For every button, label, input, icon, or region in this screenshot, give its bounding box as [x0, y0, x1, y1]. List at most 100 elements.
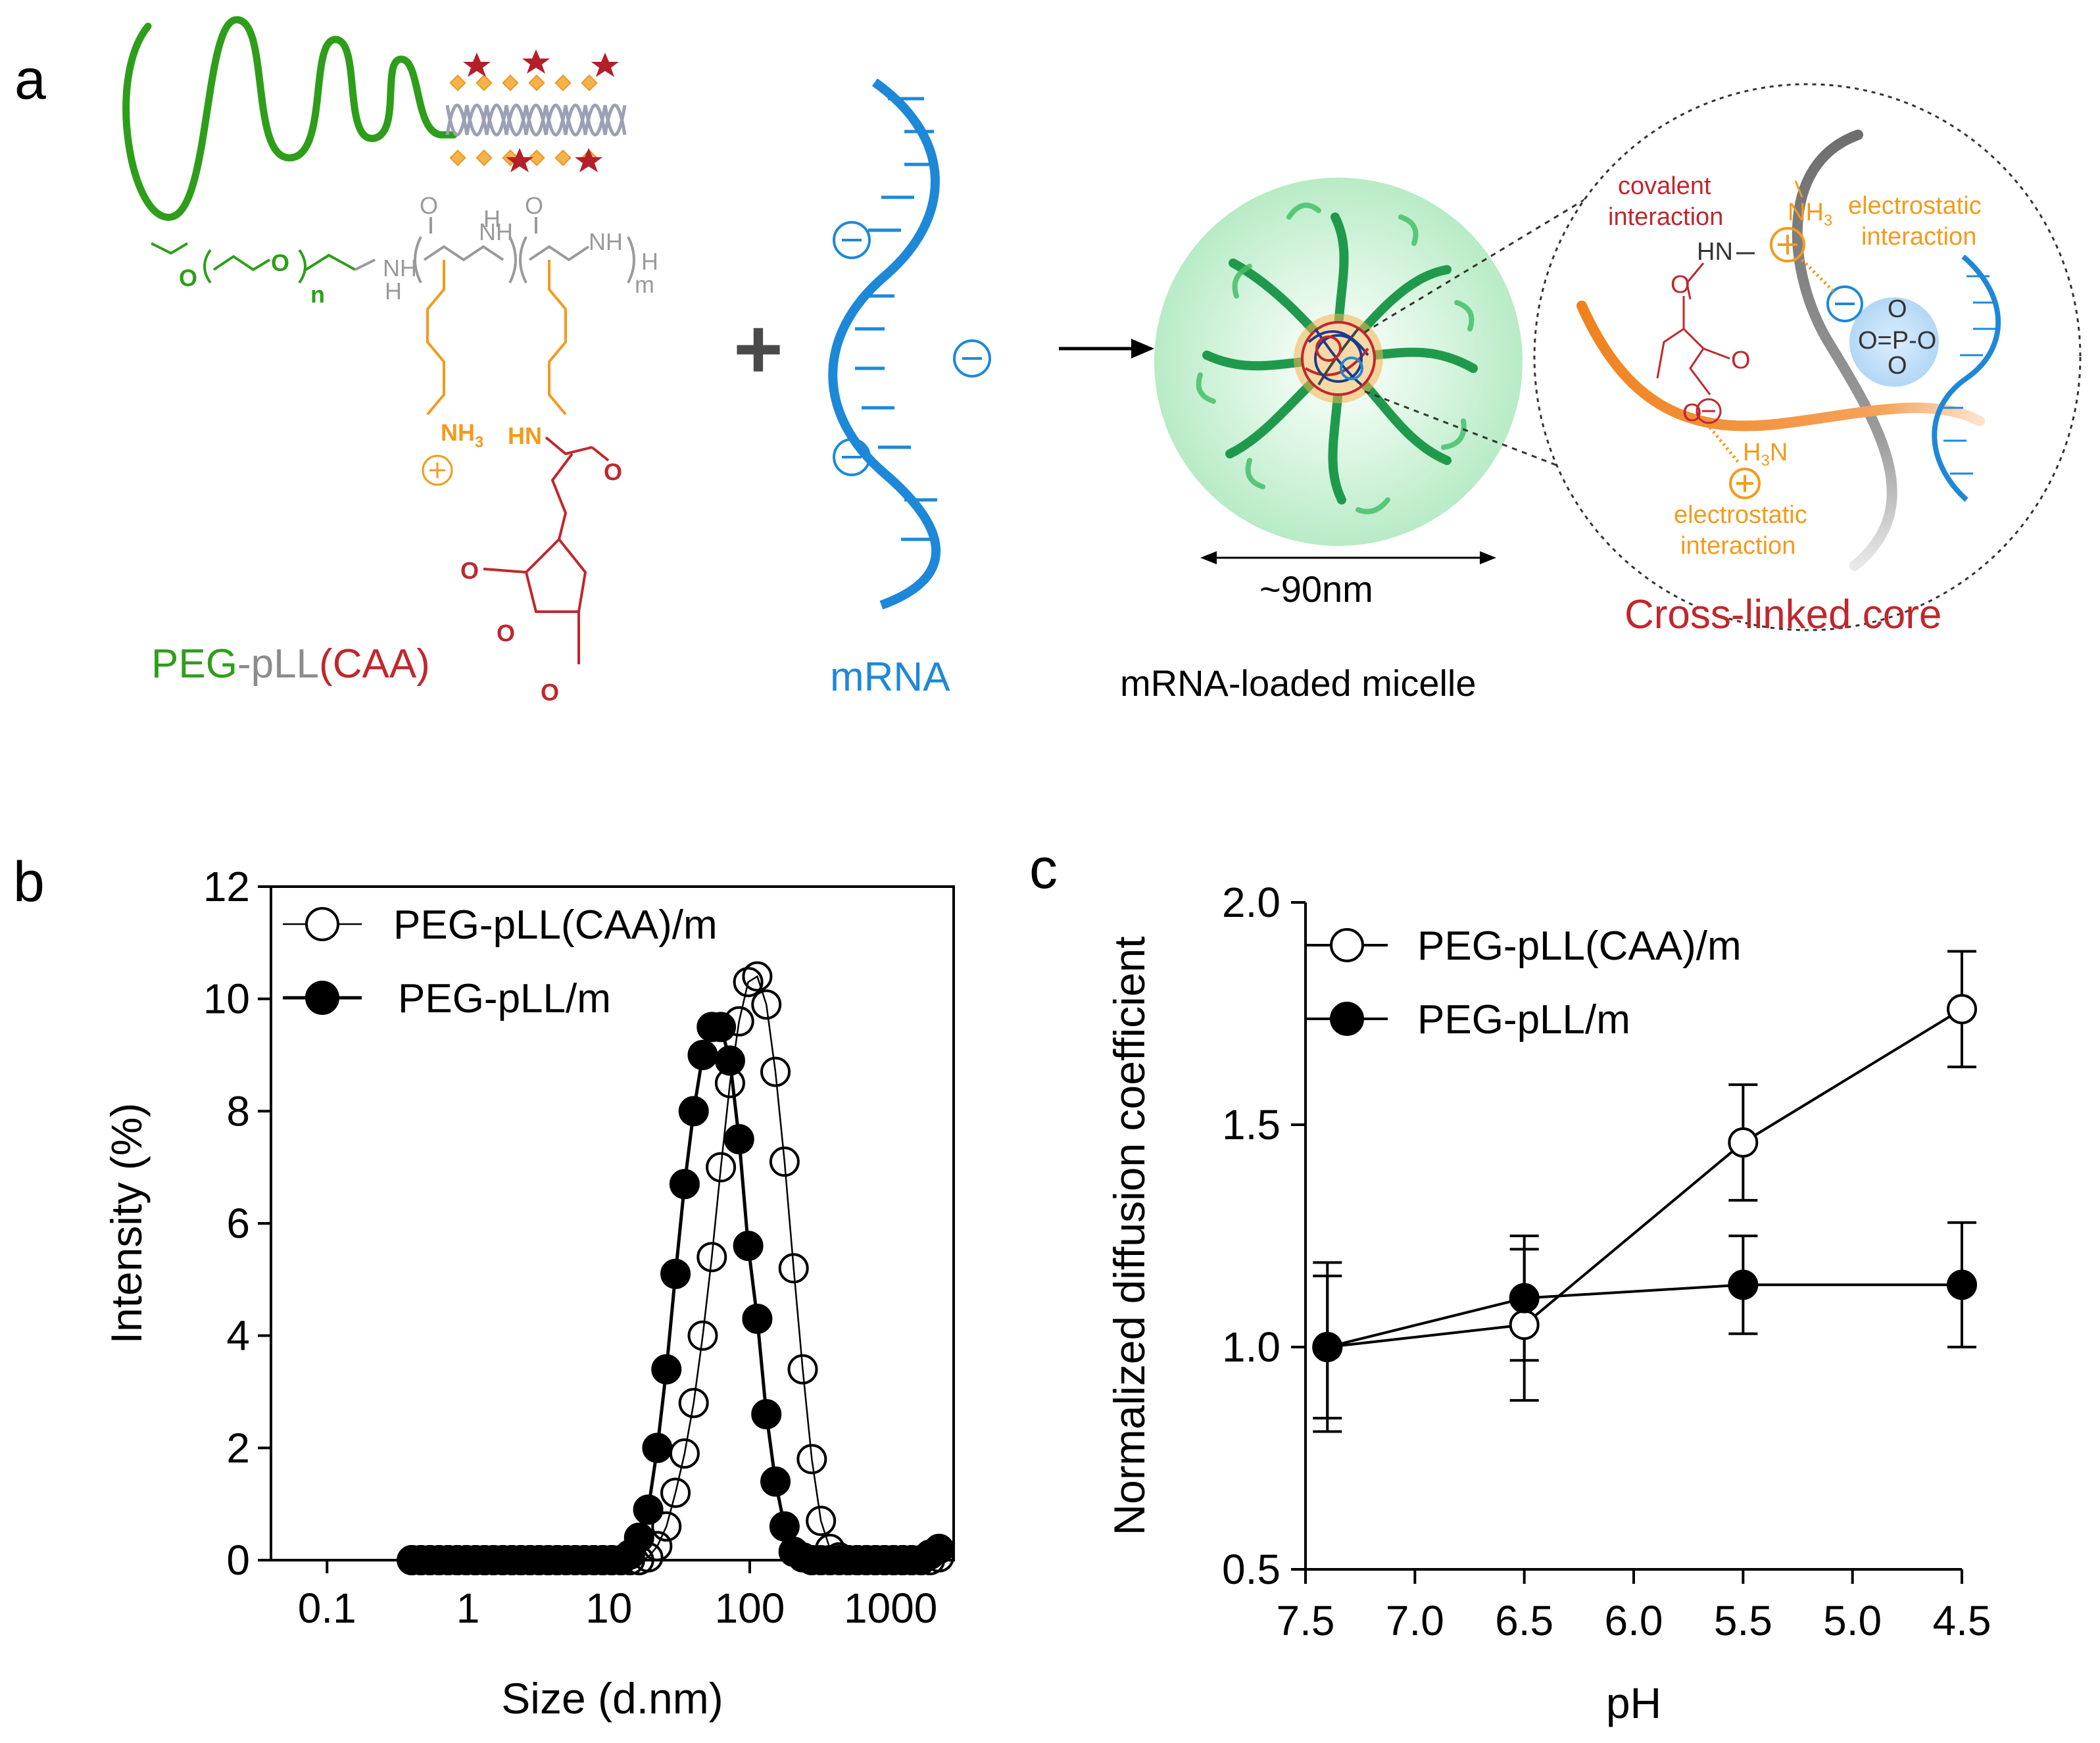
covalent-label-1: covalent	[1618, 172, 1711, 200]
chart-c-ytick-label: 1.5	[1222, 1101, 1281, 1148]
caa-carbonyl-o: O	[604, 458, 622, 485]
chart-b-point	[769, 1146, 800, 1177]
chart-b-point	[723, 1124, 754, 1154]
chart-b-point	[714, 1045, 745, 1076]
mrna-label: mRNA	[830, 654, 950, 700]
chart-b-point	[669, 1169, 700, 1200]
chart-b-xtick-label: 1000	[844, 1584, 937, 1632]
mrna-helix-illustration	[828, 78, 991, 610]
chart-b-ytick-label: 2	[226, 1424, 250, 1471]
chart-b-point	[760, 1056, 791, 1087]
chart-b-point	[769, 1511, 800, 1542]
chart-b-xtick-label: 100	[715, 1584, 785, 1632]
chart-c-point	[1947, 994, 1977, 1025]
carbonyl-o-2: O	[525, 192, 543, 219]
chart-b-legend-marker	[305, 907, 339, 941]
ring-o-bridge: O	[497, 620, 515, 647]
panel-a: a	[14, 16, 2082, 706]
amide-h-3: H	[641, 248, 658, 275]
chart-b-point	[778, 1253, 809, 1284]
panel-c-chart: c 0.5 1.0 1.5 2.0 7.5 7.0 6.5 6.0 5.5 5.0 4.5 pH Nor…	[1029, 837, 1991, 1727]
chart-b-point	[669, 1438, 700, 1469]
chart-b-ytick-label: 6	[226, 1200, 250, 1247]
panel-b-letter: b	[13, 850, 45, 914]
chart-b-point	[706, 1152, 737, 1183]
chart-b-point	[796, 1444, 827, 1475]
chart-b-point	[660, 1477, 691, 1508]
peg-oxygen-1: O	[179, 264, 197, 291]
chart-b-point	[623, 1522, 654, 1553]
chart-c-point	[1509, 1310, 1540, 1340]
chart-b-plot-area: 0 2 4 6 8 10 12 0.1 1 10 100 1000 Size (d.nm) Intensi…	[102, 863, 955, 1723]
chart-c-legend-label: PEG-pLL(CAA)/m	[1417, 923, 1742, 969]
chart-c-xtick-label: 7.5	[1277, 1597, 1335, 1644]
chart-b-xtick-label: 0.1	[298, 1584, 356, 1632]
chart-b-ytick-label: 4	[226, 1312, 250, 1360]
chart-b-point	[660, 1258, 691, 1289]
chart-b-point	[642, 1433, 673, 1463]
chart-b-point	[706, 1012, 737, 1043]
chart-b-ytick-label: 12	[203, 863, 250, 910]
panel-c-letter: c	[1029, 837, 1058, 900]
chart-b-point	[633, 1494, 664, 1525]
chart-c-point	[1728, 1269, 1759, 1300]
micelle-illustration	[1154, 178, 1523, 546]
chart-b-legend-marker	[305, 981, 339, 1015]
chart-b-point	[687, 1320, 718, 1351]
chart-b-frame	[270, 885, 955, 1561]
chart-b-point	[806, 1506, 837, 1536]
amide-hn-label: HN	[508, 422, 542, 449]
ring-o-bottom: O	[541, 679, 559, 706]
chart-b-point	[923, 1533, 954, 1564]
chart-c-ylabel: Normalized diffusion coefficient	[1105, 936, 1154, 1535]
chart-b-point	[742, 961, 773, 992]
ammonium-label: NH3	[441, 419, 483, 451]
chart-b-ytick-label: 8	[226, 1087, 250, 1135]
chart-b-ylabel: Intensity (%)	[102, 1103, 151, 1344]
electrostatic-top-2: interaction	[1861, 223, 1976, 251]
chart-b-point	[751, 1399, 782, 1430]
inset-o-left: O	[1671, 271, 1690, 299]
chart-b-ytick-label: 10	[203, 975, 250, 1023]
chart-c-ytick-label: 1.0	[1222, 1323, 1281, 1371]
chart-b-xtick-label: 10	[585, 1584, 632, 1632]
zoom-connector	[1364, 186, 1605, 475]
chart-c-xlabel: pH	[1606, 1679, 1661, 1727]
chart-c-xtick-label: 7.0	[1386, 1597, 1444, 1644]
chart-b-ytick-label: 0	[226, 1536, 250, 1584]
chart-b-xtick-label: 1	[456, 1584, 480, 1632]
chart-c-xtick-label: 4.5	[1933, 1597, 1991, 1644]
peg-oxygen-2: O	[271, 249, 289, 276]
chart-c-series-line	[1327, 1008, 1963, 1348]
chart-b-legend-label: PEG-pLL(CAA)/m	[393, 902, 718, 948]
panel-a-letter: a	[14, 48, 46, 111]
chart-c-xtick-label: 6.5	[1495, 1597, 1553, 1644]
chart-c-xtick-label: 5.5	[1714, 1597, 1772, 1644]
chart-c-point	[1312, 1332, 1343, 1362]
chart-b-point	[687, 1040, 718, 1070]
inset-h3n-label: H3N	[1743, 439, 1788, 470]
chart-c-point	[1509, 1283, 1540, 1313]
phosphate-o-bottom: O	[1888, 352, 1907, 380]
cross-linked-core-label: Cross-linked core	[1624, 592, 1941, 637]
chart-c-ytick-label: 2.0	[1222, 879, 1281, 926]
chart-c-legend-marker	[1330, 1002, 1364, 1036]
zoom-inset: O=P-O O O NH3 electrostatic interaction …	[1533, 83, 2082, 631]
micelle-label: mRNA-loaded micelle	[1120, 662, 1477, 704]
peg-subscript-n: n	[310, 281, 325, 308]
amide-n-1: NH	[383, 255, 417, 282]
electrostatic-bottom-1: electrostatic	[1674, 501, 1807, 529]
covalent-label-2: interaction	[1608, 203, 1723, 231]
chart-b-point	[742, 1304, 773, 1335]
chart-c-legend-marker	[1330, 928, 1364, 962]
peg-coil-illustration	[122, 16, 458, 221]
chart-c-plot-area: 0.5 1.0 1.5 2.0 7.5 7.0 6.5 6.0 5.5 5.0 4.5 pH Norma…	[1105, 879, 1991, 1727]
chart-c-ytick-label: 0.5	[1222, 1546, 1281, 1593]
carbonyl-o-1: O	[420, 192, 438, 219]
chart-b-point	[733, 967, 764, 998]
chart-b-point	[733, 1231, 764, 1262]
chart-b-point	[678, 1388, 709, 1419]
chart-b-point	[751, 989, 782, 1020]
chart-b-point	[651, 1354, 682, 1385]
